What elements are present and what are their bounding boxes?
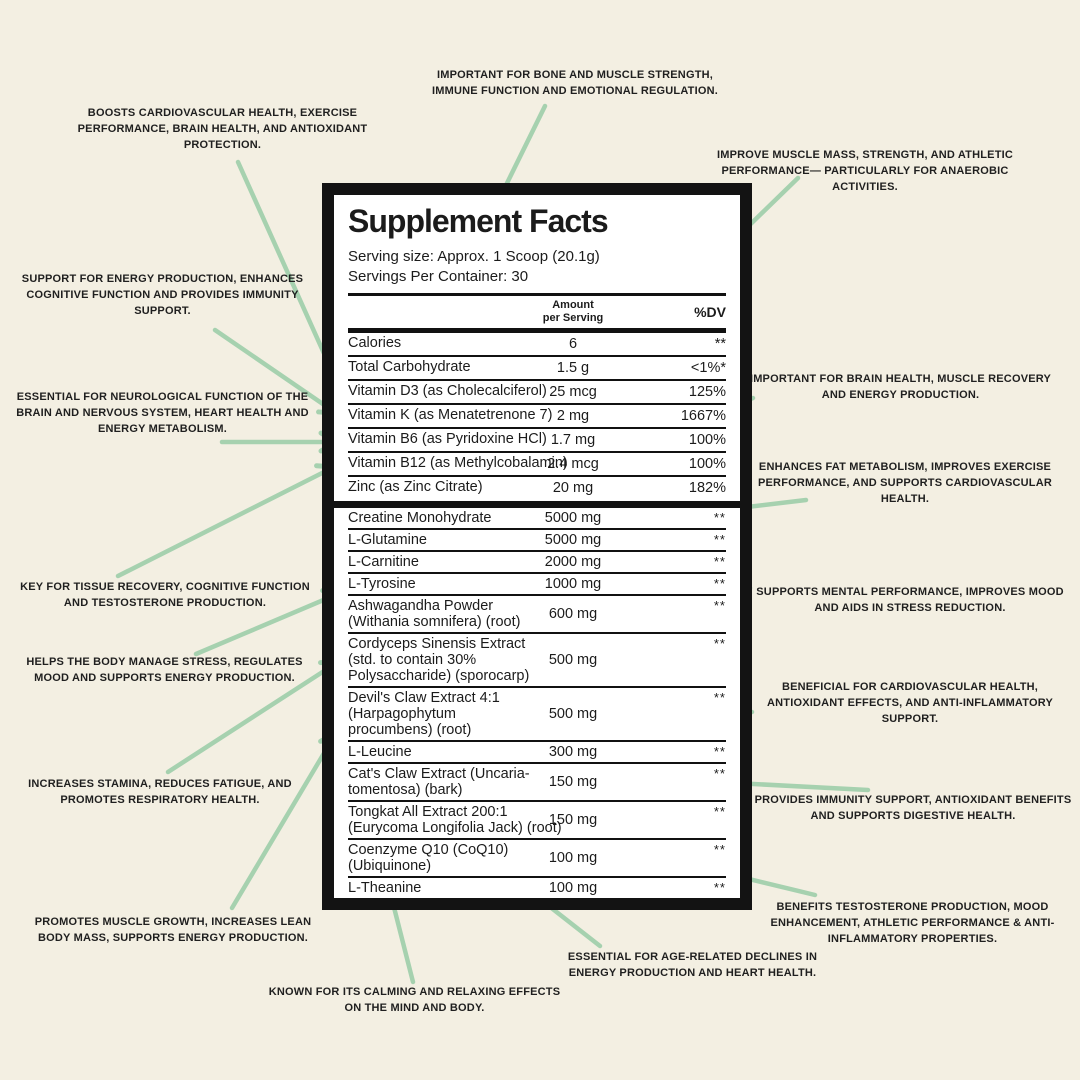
table-row-cordyceps: Cordyceps Sinensis Extract (std. to conta… bbox=[348, 631, 726, 686]
serving-size: Serving size: Approx. 1 Scoop (20.1g) bbox=[348, 247, 600, 265]
annotation-cats-claw: PROVIDES IMMUNITY SUPPORT, ANTIOXIDANT B… bbox=[754, 794, 1072, 822]
table-row-total-carbohydrate: Total Carbohydrate 1.5 g <1%* bbox=[348, 354, 726, 379]
annotation-vitamin-d3: IMPORTANT FOR BONE AND MUSCLE STRENGTH, … bbox=[431, 69, 719, 97]
table-row-ashwagandha: Ashwagandha Powder (Withania somnifera) (… bbox=[348, 593, 726, 632]
table-row-calories: Calories 6 ** bbox=[348, 330, 726, 355]
table-row-vitamin-b6: Vitamin B6 (as Pyridoxine HCl) 1.7 mg 10… bbox=[348, 426, 726, 451]
table-row-cats-claw: Cat's Claw Extract (Uncaria-tomentosa) (… bbox=[348, 761, 726, 800]
annotation-l-glutamine: IMPORTANT FOR BRAIN HEALTH, MUSCLE RECOV… bbox=[749, 373, 1052, 401]
facts-ingredients-section: Creatine Monohydrate 5000 mg ** L-Glutam… bbox=[334, 507, 740, 898]
annotation-l-theanine: KNOWN FOR ITS CALMING AND RELAXING EFFEC… bbox=[268, 986, 561, 1014]
column-header-amount: Amount per Serving bbox=[542, 299, 604, 325]
table-row-l-theanine: L-Theanine 100 mg ** bbox=[348, 875, 726, 898]
annotation-l-leucine: PROMOTES MUSCLE GROWTH, INCREASES LEAN B… bbox=[34, 916, 312, 944]
supplement-facts-panel: Supplement Facts Serving size: Approx. 1… bbox=[322, 183, 752, 910]
annotation-l-tyrosine: SUPPORTS MENTAL PERFORMANCE, IMPROVES MO… bbox=[756, 586, 1064, 614]
facts-header-section: Supplement Facts Serving size: Approx. 1… bbox=[334, 195, 740, 501]
table-row-vitamin-k: Vitamin K (as Menatetrenone 7) 2 mg 1667… bbox=[348, 402, 726, 427]
table-row-creatine: Creatine Monohydrate 5000 mg ** bbox=[348, 509, 726, 526]
table-row-l-tyrosine: L-Tyrosine 1000 mg ** bbox=[348, 571, 726, 594]
arrow-l-leucine bbox=[229, 730, 339, 911]
annotation-coq10: ESSENTIAL FOR AGE-RELATED DECLINES IN EN… bbox=[567, 951, 818, 979]
annotation-tongkat: BENEFITS TESTOSTERONE PRODUCTION, MOOD E… bbox=[770, 901, 1055, 945]
table-row-vitamin-b12: Vitamin B12 (as Methylcobalamin) 2.4 mcg… bbox=[348, 450, 726, 475]
arrow-zinc bbox=[115, 463, 337, 579]
table-row-zinc: Zinc (as Zinc Citrate) 20 mg 182% bbox=[348, 474, 726, 499]
table-row-tongkat: Tongkat All Extract 200:1 (Eurycoma Longi… bbox=[348, 799, 726, 838]
table-row-vitamin-d3: Vitamin D3 (as Cholecalciferol) 25 mcg 1… bbox=[348, 378, 726, 403]
annotation-ashwagandha: HELPS THE BODY MANAGE STRESS, REGULATES … bbox=[26, 656, 303, 684]
table-row-l-carnitine: L-Carnitine 2000 mg ** bbox=[348, 549, 726, 572]
column-header-dv: %DV bbox=[694, 304, 726, 321]
annotation-vitamin-b6: SUPPORT FOR ENERGY PRODUCTION, ENHANCES … bbox=[21, 273, 304, 317]
column-header-row: Amount per Serving %DV bbox=[348, 293, 726, 331]
servings-per-container: Servings Per Container: 30 bbox=[348, 268, 529, 286]
annotation-zinc: KEY FOR TISSUE RECOVERY, COGNITIVE FUNCT… bbox=[20, 581, 310, 609]
annotation-devils-claw: BENEFICIAL FOR CARDIOVASCULAR HEALTH, AN… bbox=[766, 681, 1054, 725]
table-row-devils-claw: Devil's Claw Extract 4:1 (Harpagophytum pr… bbox=[348, 685, 726, 740]
annotation-vitamin-b12: ESSENTIAL FOR NEUROLOGICAL FUNCTION OF T… bbox=[16, 391, 309, 435]
annotation-cordyceps: INCREASES STAMINA, REDUCES FATIGUE, AND … bbox=[28, 778, 292, 806]
panel-title: Supplement Facts bbox=[348, 203, 609, 239]
annotation-vitamin-k: BOOSTS CARDIOVASCULAR HEALTH, EXERCISE P… bbox=[77, 107, 368, 151]
table-row-l-leucine: L-Leucine 300 mg ** bbox=[348, 739, 726, 762]
table-row-l-glutamine: L-Glutamine 5000 mg ** bbox=[348, 527, 726, 550]
annotation-l-carnitine: ENHANCES FAT METABOLISM, IMPROVES EXERCI… bbox=[757, 461, 1052, 505]
table-row-coq10: Coenzyme Q10 (CoQ10) (Ubiquinone) 100 mg … bbox=[348, 837, 726, 876]
annotation-creatine: IMPROVE MUSCLE MASS, STRENGTH, AND ATHLE… bbox=[716, 149, 1014, 193]
